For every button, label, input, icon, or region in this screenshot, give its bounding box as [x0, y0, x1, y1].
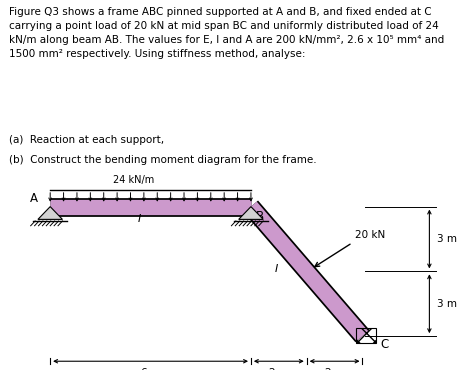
Text: 3 m: 3 m: [437, 299, 457, 309]
Text: 3 m: 3 m: [437, 234, 457, 244]
Text: C: C: [380, 338, 389, 351]
Text: 20 kN: 20 kN: [355, 229, 385, 239]
Text: 2 m: 2 m: [325, 368, 345, 370]
Text: (b)  Construct the bending moment diagram for the frame.: (b) Construct the bending moment diagram…: [9, 155, 317, 165]
Polygon shape: [38, 206, 63, 219]
Bar: [356, 328, 376, 343]
Text: Figure Q3 shows a frame ABC pinned supported at A and B, and fixed ended at C
ca: Figure Q3 shows a frame ABC pinned suppo…: [9, 7, 445, 60]
Text: (a)  Reaction at each support,: (a) Reaction at each support,: [9, 135, 164, 145]
Text: 24 kN/m: 24 kN/m: [113, 175, 155, 185]
Text: I: I: [138, 214, 141, 224]
Text: I: I: [274, 265, 278, 275]
Text: B: B: [255, 210, 264, 223]
Text: 2 m: 2 m: [269, 368, 289, 370]
Text: 6 m: 6 m: [141, 368, 161, 370]
Text: A: A: [30, 192, 38, 205]
Polygon shape: [239, 206, 263, 219]
